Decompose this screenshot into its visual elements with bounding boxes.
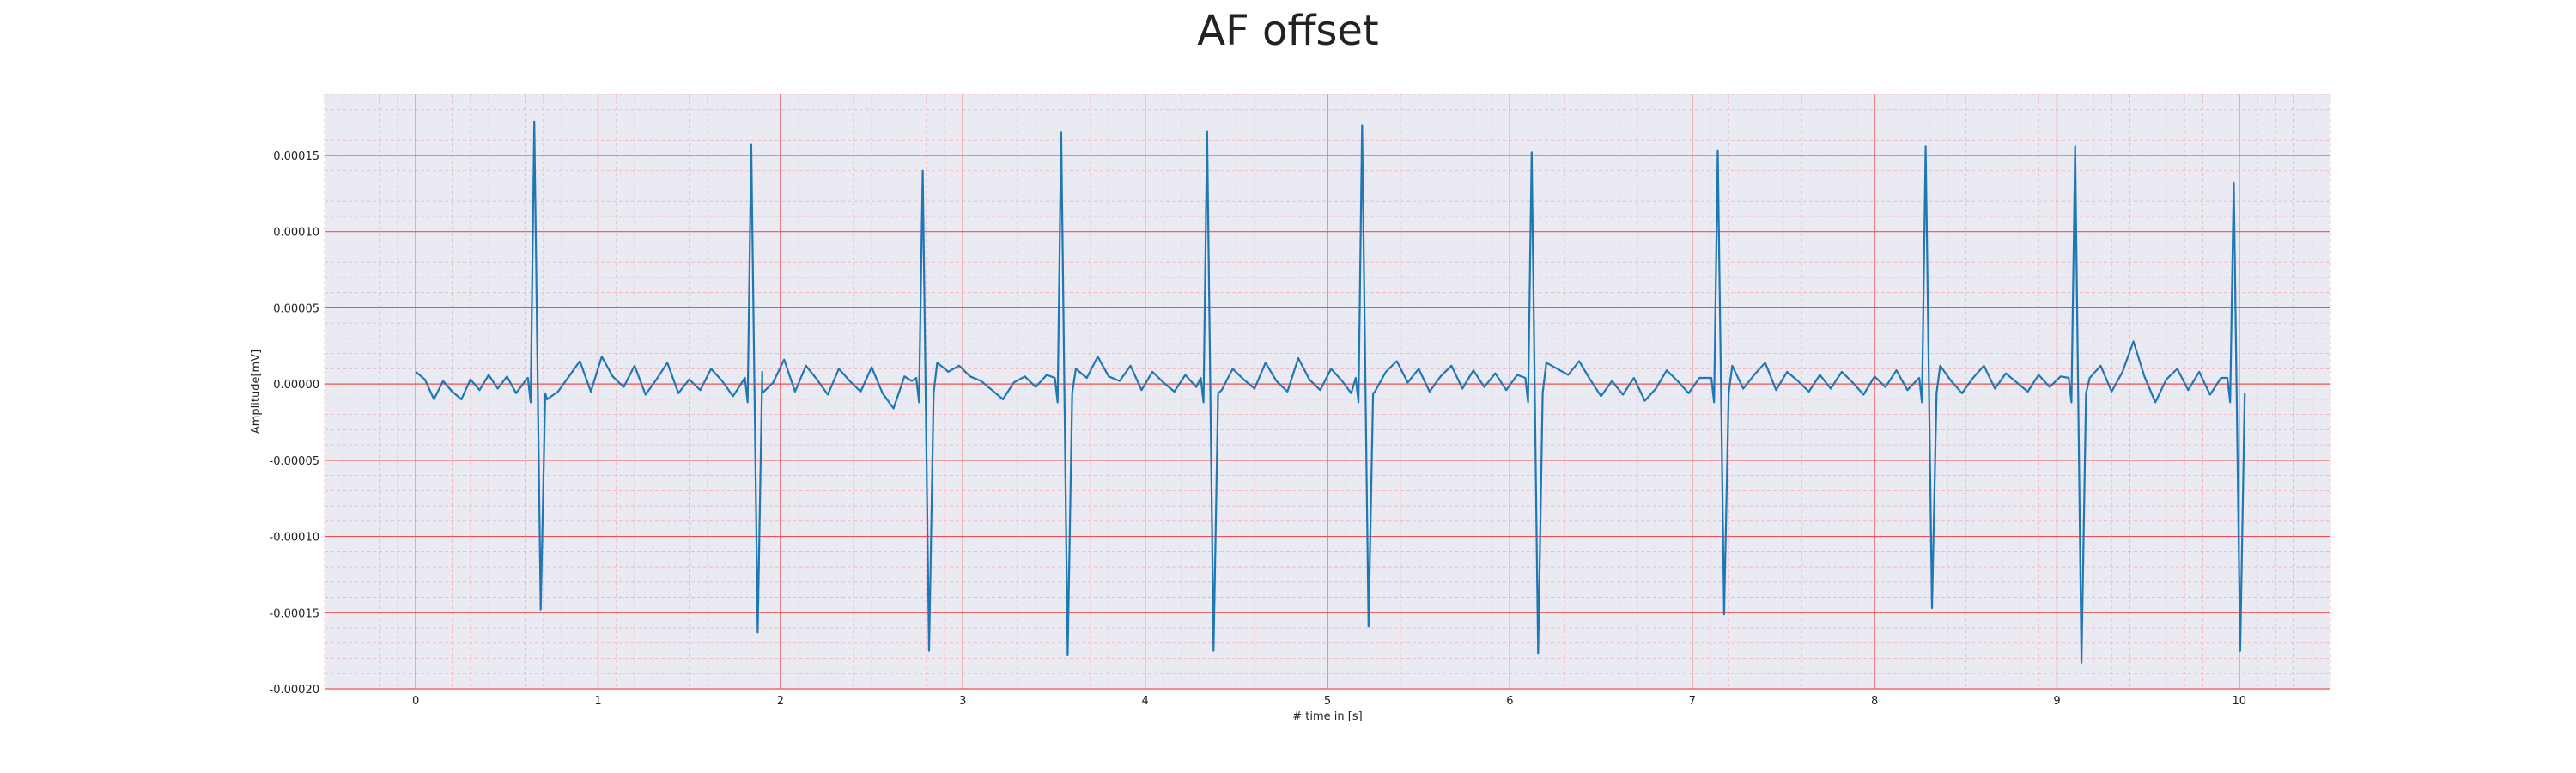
x-tick-label: 3	[959, 695, 966, 708]
x-tick-label: 0	[412, 695, 419, 708]
y-tick-labels: -0.00020 -0.00015 -0.00010 -0.00005 0.00000 0…	[270, 150, 319, 697]
chart-title: AF offset	[1197, 7, 1379, 55]
y-tick-label: 0.00000	[273, 379, 319, 392]
y-tick-label: 0.00005	[273, 302, 319, 315]
minor-grid	[324, 94, 2331, 689]
x-tick-label: 10	[2233, 695, 2247, 708]
x-tick-label: 2	[777, 695, 784, 708]
y-tick-label: -0.00010	[270, 532, 319, 545]
y-tick-label: 0.00010	[273, 227, 319, 240]
series-layer	[415, 120, 2246, 664]
x-axis-label: # time in [s]	[1292, 710, 1362, 723]
x-tick-label: 1	[594, 695, 601, 708]
ecg-series-line	[415, 120, 2246, 664]
x-tick-labels: 0 1 2 3 4 5 6 7 8 9 10	[412, 695, 2246, 708]
y-tick-label: -0.00005	[270, 455, 319, 468]
y-tick-label: 0.00015	[273, 150, 319, 163]
x-tick-label: 7	[1689, 695, 1696, 708]
x-tick-label: 8	[1871, 695, 1878, 708]
x-tick-label: 4	[1141, 695, 1148, 708]
y-axis-label: Amplitude[mV]	[250, 350, 263, 434]
y-tick-label: -0.00020	[270, 684, 319, 697]
major-grid	[325, 94, 2330, 690]
x-tick-label: 9	[2053, 695, 2060, 708]
y-tick-label: -0.00015	[270, 607, 319, 620]
x-tick-label: 5	[1324, 695, 1331, 708]
x-tick-label: 6	[1506, 695, 1513, 708]
